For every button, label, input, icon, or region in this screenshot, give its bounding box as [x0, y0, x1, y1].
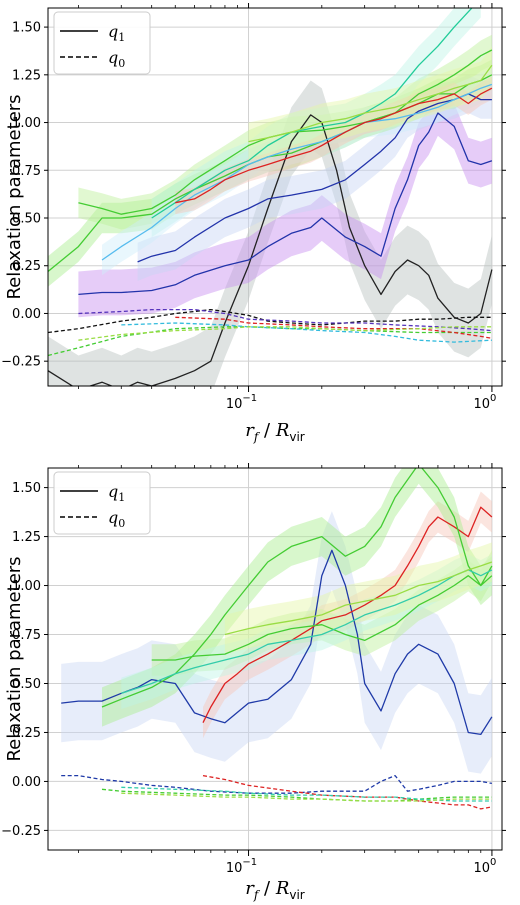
top-panel: −0.25 0.00 0.25 0.50 0.75 1.00 1.25 1.50 10−1 100…	[1, 3, 506, 444]
series-line-14	[78, 326, 492, 341]
series-line-3	[151, 565, 493, 661]
top-x-axis-label: rf / Rvir	[245, 420, 305, 444]
series-line-10	[78, 308, 492, 332]
series-band-1	[203, 491, 492, 739]
series-line-2	[101, 468, 493, 708]
bottom-legend-q1-label: q1	[108, 482, 125, 504]
y-tick-label: 0.75	[12, 164, 41, 179]
top-y-axis-label: Relaxation parameters	[4, 94, 25, 299]
top-series-lines	[48, 8, 493, 386]
top-bands	[48, 8, 492, 386]
top-legend-q1-label: q1	[108, 22, 125, 44]
x-tick-label: 100	[473, 393, 496, 412]
series-band-3	[151, 550, 492, 676]
series-line-13	[175, 316, 493, 339]
series-line-8	[248, 64, 493, 143]
y-tick-label: 1.00	[12, 579, 41, 594]
series-band-7	[175, 76, 492, 215]
series-band-0	[48, 80, 492, 386]
x-tick-label: 100	[473, 857, 496, 876]
y-tick-label: 0.00	[12, 775, 41, 790]
top-legend-q0-label: q0	[108, 48, 125, 70]
y-tick-label: 0.75	[12, 628, 41, 643]
bottom-legend-box	[53, 471, 151, 535]
bottom-plot-frame	[47, 467, 503, 851]
y-tick-label: 1.50	[12, 21, 41, 36]
y-tick-label: 0.25	[12, 259, 41, 274]
bottom-x-axis-label: rf / Rvir	[245, 878, 305, 902]
series-line-5	[151, 8, 473, 219]
series-line-1	[202, 506, 493, 723]
series-line-5	[224, 561, 493, 636]
series-band-5	[224, 542, 492, 655]
series-band-4	[78, 34, 492, 230]
y-tick-label: 1.25	[12, 530, 41, 545]
bottom-legend-q0-label: q0	[108, 508, 125, 530]
y-tick-label: 0.25	[12, 726, 41, 741]
top-legend: q1 q0	[53, 11, 151, 75]
series-line-7	[202, 774, 493, 810]
series-line-3	[48, 74, 493, 273]
series-line-0	[48, 114, 493, 386]
series-band-3	[48, 59, 492, 287]
series-band-2	[137, 74, 492, 281]
x-tick-label: 10−1	[226, 393, 257, 412]
top-plot-frame	[47, 7, 503, 387]
y-tick-label: 0.50	[12, 212, 41, 227]
y-tick-label: 0.00	[12, 307, 41, 322]
series-line-11	[48, 326, 492, 357]
series-line-10	[121, 792, 492, 802]
y-tick-label: 1.25	[12, 68, 41, 83]
series-band-2	[102, 468, 492, 727]
top-legend-box	[53, 11, 151, 75]
bottom-y-axis-label: Relaxation parameters	[4, 556, 25, 761]
series-band-1	[78, 90, 492, 318]
bottom-panel: −0.25 0.00 0.25 0.50 0.75 1.00 1.25 1.50 10−1 100…	[1, 463, 506, 902]
series-band-8	[248, 46, 492, 161]
series-line-9	[48, 308, 492, 334]
series-line-4	[78, 49, 493, 215]
y-tick-label: 0.50	[12, 677, 41, 692]
series-band-6	[102, 69, 492, 276]
y-tick-label: 1.00	[12, 116, 41, 131]
series-line-6	[61, 774, 493, 794]
bottom-gridlines	[48, 468, 502, 850]
series-line-8	[101, 788, 492, 802]
series-band-5	[151, 8, 481, 238]
x-tick-label: 10−1	[226, 857, 257, 876]
bottom-series-lines	[61, 468, 493, 810]
series-line-9	[121, 786, 492, 802]
series-line-1	[78, 112, 493, 296]
bottom-axis-ticks: −0.25 0.00 0.25 0.50 0.75 1.00 1.25 1.50 10−1 100	[1, 463, 506, 876]
series-line-7	[175, 87, 493, 204]
series-line-0	[61, 549, 493, 736]
y-tick-label: −0.25	[1, 355, 41, 370]
series-line-6	[101, 83, 493, 261]
top-axis-ticks: −0.25 0.00 0.25 0.50 0.75 1.00 1.25 1.50 10−1 100	[1, 3, 506, 412]
bottom-legend: q1 q0	[53, 471, 151, 535]
y-tick-label: 1.50	[12, 481, 41, 496]
series-band-0	[61, 511, 492, 774]
series-line-12	[121, 322, 492, 343]
y-tick-label: −0.25	[1, 824, 41, 839]
